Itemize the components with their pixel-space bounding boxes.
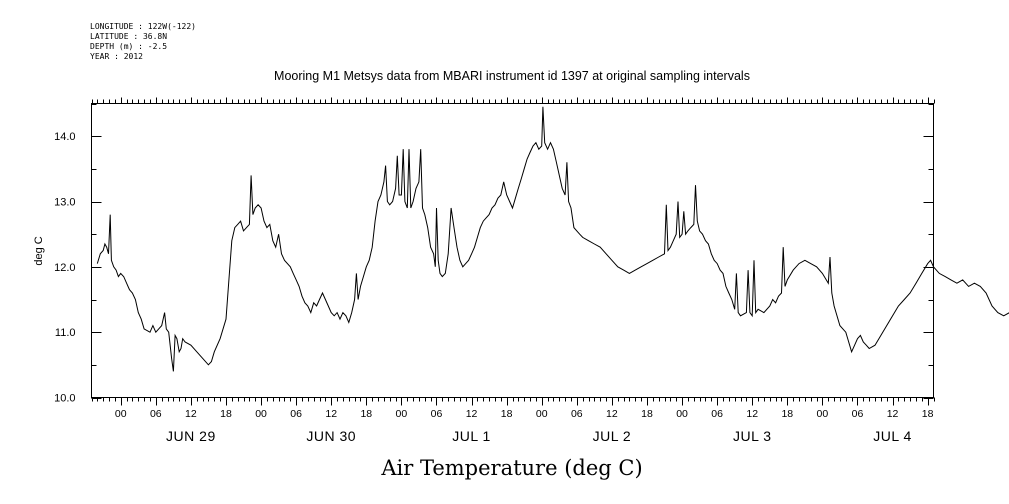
plot-frame <box>91 103 934 398</box>
x-tick-label: 18 <box>781 408 793 420</box>
x-tick-label: 18 <box>360 408 372 420</box>
day-label: JUN 30 <box>306 428 356 444</box>
x-tick-label: 06 <box>852 408 864 420</box>
day-label: JUL 2 <box>593 428 632 444</box>
series-line <box>96 106 1009 372</box>
y-tick-label: 12.0 <box>54 262 75 274</box>
meta-latitude: LATITUDE : 36.8N <box>90 32 167 41</box>
x-tick-label: 06 <box>150 408 162 420</box>
x-tick-label: 06 <box>571 408 583 420</box>
x-tick-label: 18 <box>922 408 934 420</box>
x-tick-label: 12 <box>325 408 337 420</box>
meta-depth: DEPTH (m) : -2.5 <box>90 42 167 51</box>
y-tick-label: 14.0 <box>54 131 75 143</box>
x-tick-label: 06 <box>431 408 443 420</box>
y-axis-label: deg C <box>33 236 45 265</box>
day-label: JUL 1 <box>452 428 491 444</box>
x-tick-label: 00 <box>255 408 267 420</box>
meta-longitude: LONGITUDE : 122W(-122) <box>90 22 196 31</box>
day-label: JUN 29 <box>166 428 216 444</box>
x-tick-label: 12 <box>746 408 758 420</box>
x-tick-label: 18 <box>220 408 232 420</box>
x-tick-label: 00 <box>817 408 829 420</box>
x-tick-label: 12 <box>606 408 618 420</box>
y-axis-ticks: 10.0 11.0 12.0 13.0 14.0 <box>54 104 934 405</box>
x-tick-label: 06 <box>290 408 302 420</box>
x-tick-label: 12 <box>887 408 899 420</box>
day-label: JUL 3 <box>733 428 772 444</box>
meta-year: YEAR : 2012 <box>90 52 143 61</box>
x-tick-label: 00 <box>676 408 688 420</box>
x-tick-label: 18 <box>501 408 513 420</box>
metadata-block: LONGITUDE : 122W(-122) LATITUDE : 36.8N … <box>90 22 196 61</box>
chart-title: Mooring M1 Metsys data from MBARI instru… <box>274 69 750 83</box>
x-tick-label: 06 <box>711 408 723 420</box>
day-label: JUL 4 <box>873 428 912 444</box>
x-tick-label: 00 <box>396 408 408 420</box>
series-layer <box>96 106 1009 372</box>
x-tick-label: 12 <box>466 408 478 420</box>
y-tick-label: 13.0 <box>54 197 75 209</box>
x-tick-label: 00 <box>536 408 548 420</box>
y-tick-label: 10.0 <box>54 393 75 405</box>
x-tick-label: 12 <box>185 408 197 420</box>
x-axis-ticks: 00 06 12 18 00 06 12 18 00 06 12 18 00 06 12 18 00 06 12 18… <box>92 97 935 420</box>
x-tick-label: 18 <box>641 408 653 420</box>
x-tick-label: 00 <box>115 408 127 420</box>
y-tick-label: 11.0 <box>55 327 76 339</box>
x-axis-label: Air Temperature (deg C) <box>380 456 642 480</box>
